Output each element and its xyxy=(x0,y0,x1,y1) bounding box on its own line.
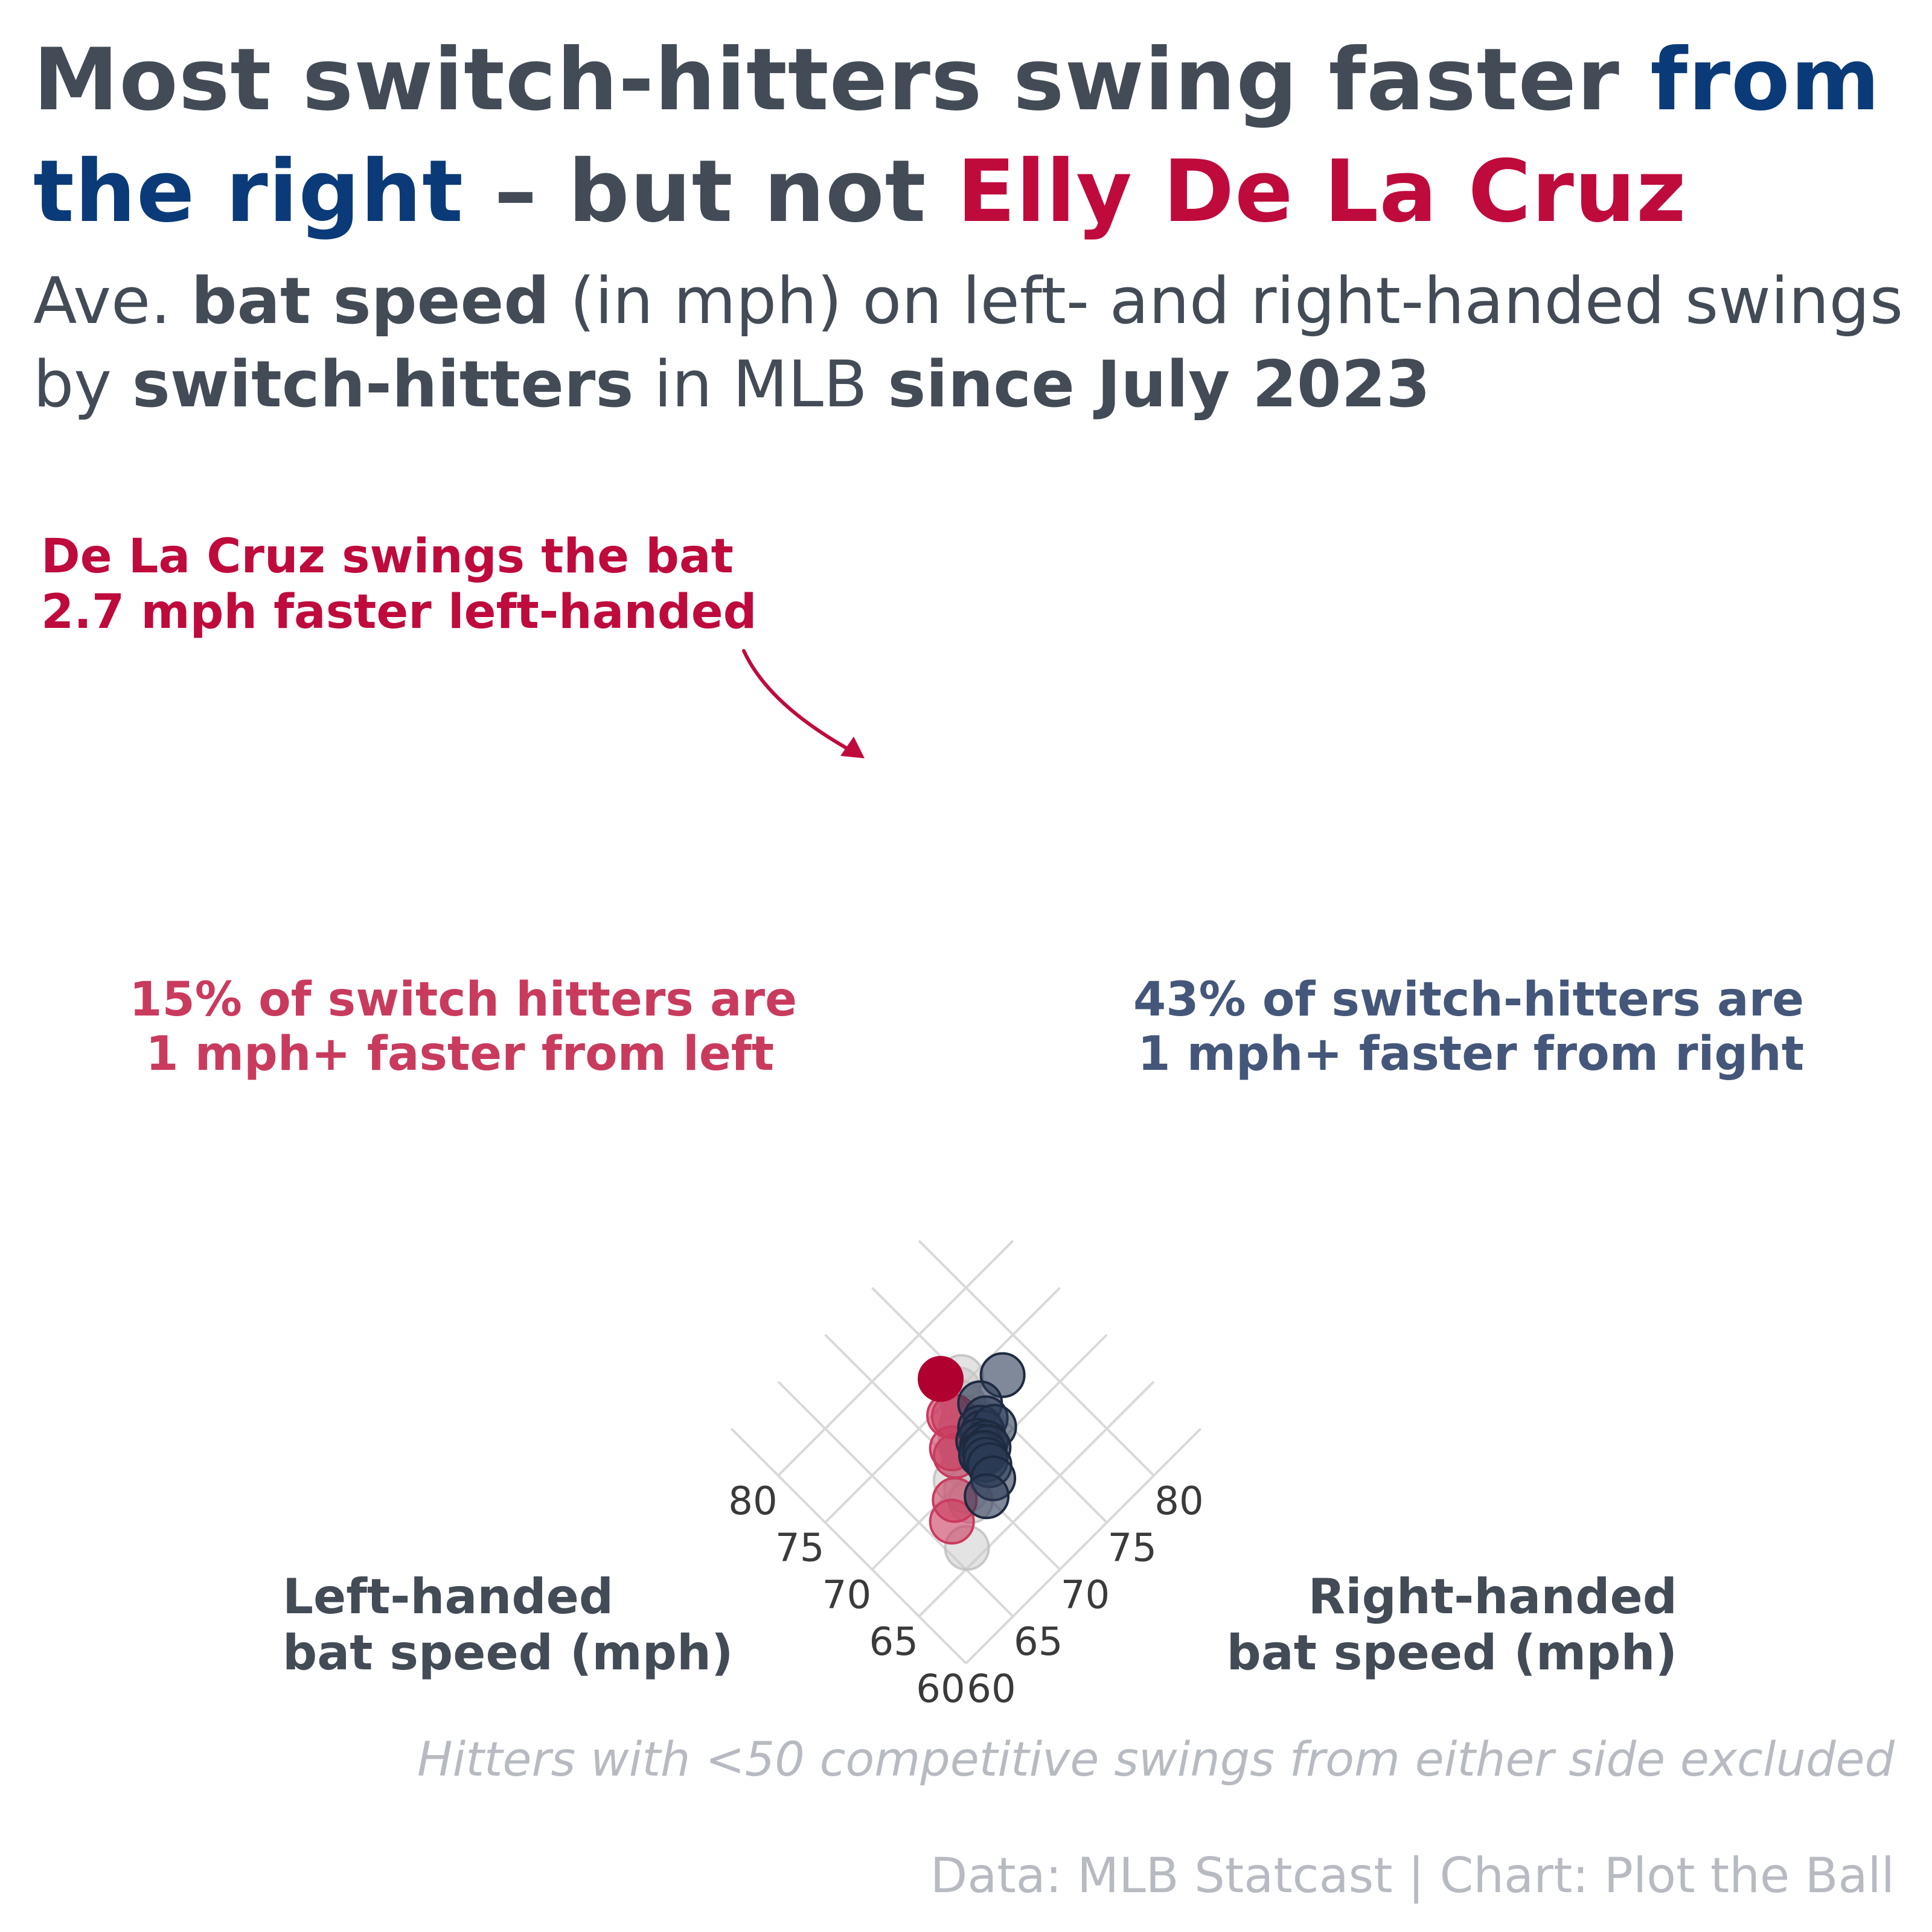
title-part-1: Most switch-hitters swing faster xyxy=(33,30,1651,130)
right-axis-label-line-2: bat speed (mph) xyxy=(1226,1625,1677,1681)
subtitle-part-5: in MLB xyxy=(633,347,888,421)
source-credit: Data: MLB Statcast | Chart: Plot the Bal… xyxy=(930,1847,1895,1904)
point-1-mph-faster-from-left-6 xyxy=(929,1499,975,1545)
left-axis-label-line-1: Left-handed xyxy=(283,1569,613,1625)
annotation-arrow xyxy=(742,649,858,755)
title-part-blue: from the right xyxy=(33,30,1881,242)
title-part-3: – but not xyxy=(464,142,957,242)
footnote: Hitters with <50 competitive swings from… xyxy=(417,1733,1895,1787)
tick-label-left-70: 70 xyxy=(822,1573,871,1617)
point-de-la-cruz-1 xyxy=(918,1355,964,1402)
subtitle-bold-2: switch-hitters xyxy=(132,347,634,421)
gridline-right-65 xyxy=(777,1381,1014,1617)
subtitle-bold-1: bat speed xyxy=(191,264,550,338)
left-annotation-line-1: 15% of switch hitters are xyxy=(129,973,797,1027)
chart-subtitle: Ave. bat speed (in mph) on left- and rig… xyxy=(33,260,1917,426)
tick-label-left-65: 65 xyxy=(869,1620,918,1665)
subtitle-part-1: Ave. xyxy=(33,264,191,338)
right-faster-annotation: 43% of switch-hitters are 1 mph+ faster … xyxy=(1133,973,1804,1081)
left-axis-label: Left-handed bat speed (mph) xyxy=(283,1569,734,1681)
point-1-mph-faster-from-right-17 xyxy=(964,1473,1010,1520)
gridline-right-60 xyxy=(730,1427,967,1665)
delacruz-annotation-line-2: 2.7 mph faster left-handed xyxy=(41,585,756,639)
left-annotation-line-2: 1 mph+ faster from left xyxy=(146,1027,774,1081)
tick-label-left-60: 60 xyxy=(916,1667,965,1712)
data-points xyxy=(918,1352,1026,1571)
chart-title: Most switch-hitters swing faster from th… xyxy=(33,24,1905,248)
title-part-red: Elly De La Cruz xyxy=(956,142,1687,242)
tick-label-right-65: 65 xyxy=(1014,1620,1063,1665)
tick-label-right-60: 60 xyxy=(967,1667,1016,1712)
arrow-head-icon xyxy=(840,737,865,758)
left-faster-annotation: 15% of switch hitters are 1 mph+ faster … xyxy=(129,973,797,1081)
chart-grid xyxy=(730,1239,1202,1665)
right-axis-label-line-1: Right-handed xyxy=(1308,1569,1677,1625)
gridline-left-80 xyxy=(777,1239,1014,1477)
right-axis-label: Right-handed bat speed (mph) xyxy=(1226,1569,1677,1681)
tick-label-right-75: 75 xyxy=(1108,1526,1157,1571)
tick-label-left-75: 75 xyxy=(775,1526,824,1571)
gridline-left-60 xyxy=(965,1427,1202,1665)
gridline-left-65 xyxy=(918,1381,1155,1617)
tick-label-right-80: 80 xyxy=(1154,1479,1203,1524)
tick-label-left-80: 80 xyxy=(728,1479,777,1524)
left-axis-label-line-2: bat speed (mph) xyxy=(283,1625,734,1681)
gridline-right-80 xyxy=(918,1239,1155,1477)
right-annotation-line-1: 43% of switch-hitters are xyxy=(1133,973,1804,1027)
right-annotation-line-2: 1 mph+ faster from right xyxy=(1137,1027,1804,1081)
subtitle-bold-3: since July 2023 xyxy=(888,347,1431,421)
delacruz-annotation-line-1: De La Cruz swings the bat xyxy=(41,529,734,584)
tick-label-right-70: 70 xyxy=(1061,1573,1110,1617)
delacruz-annotation: De La Cruz swings the bat 2.7 mph faster… xyxy=(41,529,865,758)
subtitle-part-3: (in mph) on left- and right-handed swing… xyxy=(33,264,1904,421)
